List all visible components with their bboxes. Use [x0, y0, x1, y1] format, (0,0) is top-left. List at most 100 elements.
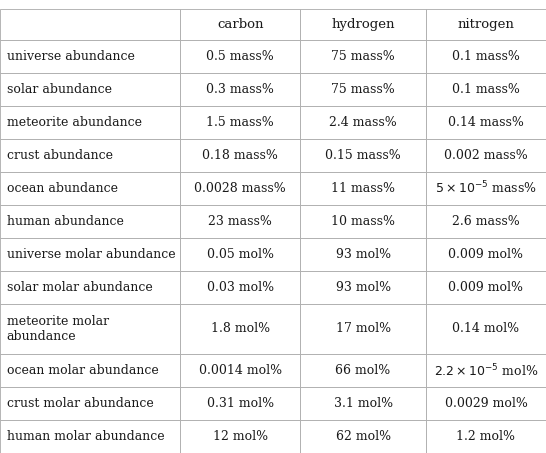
Text: 2.6 mass%: 2.6 mass%	[452, 215, 520, 228]
Bar	[180, 271, 300, 304]
Text: meteorite molar
abundance: meteorite molar abundance	[7, 315, 109, 343]
Bar	[180, 420, 300, 453]
Text: 0.31 mol%: 0.31 mol%	[207, 397, 274, 410]
Bar	[426, 9, 546, 40]
Text: 1.5 mass%: 1.5 mass%	[206, 116, 274, 129]
Bar	[426, 106, 546, 139]
Bar	[426, 354, 546, 387]
Text: universe abundance: universe abundance	[7, 50, 134, 63]
Bar	[300, 420, 426, 453]
Bar	[180, 387, 300, 420]
Bar	[300, 354, 426, 387]
Bar	[0, 420, 180, 453]
Bar	[300, 304, 426, 354]
Bar	[180, 73, 300, 106]
Text: crust abundance: crust abundance	[7, 149, 112, 162]
Bar	[0, 139, 180, 172]
Text: 75 mass%: 75 mass%	[331, 50, 395, 63]
Bar	[426, 139, 546, 172]
Text: 12 mol%: 12 mol%	[213, 430, 268, 443]
Bar	[0, 40, 180, 73]
Text: 0.002 mass%: 0.002 mass%	[444, 149, 528, 162]
Bar	[300, 9, 426, 40]
Bar	[426, 40, 546, 73]
Text: 17 mol%: 17 mol%	[336, 323, 390, 336]
Bar	[0, 9, 180, 40]
Text: hydrogen: hydrogen	[331, 18, 395, 31]
Bar	[180, 172, 300, 205]
Text: 0.15 mass%: 0.15 mass%	[325, 149, 401, 162]
Text: 0.0014 mol%: 0.0014 mol%	[199, 364, 282, 377]
Bar	[300, 73, 426, 106]
Text: 0.0029 mol%: 0.0029 mol%	[444, 397, 527, 410]
Bar	[180, 304, 300, 354]
Bar	[300, 106, 426, 139]
Text: human molar abundance: human molar abundance	[7, 430, 164, 443]
Text: 75 mass%: 75 mass%	[331, 83, 395, 96]
Bar	[300, 205, 426, 238]
Bar	[0, 354, 180, 387]
Bar	[0, 106, 180, 139]
Text: nitrogen: nitrogen	[458, 18, 514, 31]
Text: carbon: carbon	[217, 18, 264, 31]
Bar	[426, 238, 546, 271]
Text: 0.009 mol%: 0.009 mol%	[448, 248, 524, 261]
Text: meteorite abundance: meteorite abundance	[7, 116, 141, 129]
Text: 0.18 mass%: 0.18 mass%	[203, 149, 278, 162]
Bar	[180, 238, 300, 271]
Bar	[426, 73, 546, 106]
Bar	[300, 238, 426, 271]
Bar	[180, 205, 300, 238]
Text: 66 mol%: 66 mol%	[335, 364, 391, 377]
Bar	[180, 106, 300, 139]
Bar	[0, 73, 180, 106]
Text: 1.2 mol%: 1.2 mol%	[456, 430, 515, 443]
Text: 0.009 mol%: 0.009 mol%	[448, 281, 524, 294]
Text: 0.0028 mass%: 0.0028 mass%	[194, 182, 286, 195]
Bar	[426, 304, 546, 354]
Text: solar abundance: solar abundance	[7, 83, 111, 96]
Text: ocean abundance: ocean abundance	[7, 182, 117, 195]
Bar	[0, 271, 180, 304]
Bar	[180, 40, 300, 73]
Bar	[300, 387, 426, 420]
Bar	[0, 387, 180, 420]
Bar	[300, 139, 426, 172]
Text: 10 mass%: 10 mass%	[331, 215, 395, 228]
Bar	[426, 172, 546, 205]
Text: $5\times10^{-5}$ mass%: $5\times10^{-5}$ mass%	[435, 180, 537, 197]
Text: 0.3 mass%: 0.3 mass%	[206, 83, 274, 96]
Text: 0.14 mol%: 0.14 mol%	[453, 323, 519, 336]
Bar	[180, 139, 300, 172]
Bar	[426, 387, 546, 420]
Bar	[300, 172, 426, 205]
Text: 0.1 mass%: 0.1 mass%	[452, 50, 520, 63]
Text: 0.1 mass%: 0.1 mass%	[452, 83, 520, 96]
Text: human abundance: human abundance	[7, 215, 123, 228]
Bar	[300, 40, 426, 73]
Bar	[0, 205, 180, 238]
Text: 0.14 mass%: 0.14 mass%	[448, 116, 524, 129]
Bar	[300, 271, 426, 304]
Text: universe molar abundance: universe molar abundance	[7, 248, 175, 261]
Text: 0.05 mol%: 0.05 mol%	[207, 248, 274, 261]
Text: 11 mass%: 11 mass%	[331, 182, 395, 195]
Text: solar molar abundance: solar molar abundance	[7, 281, 152, 294]
Bar	[426, 420, 546, 453]
Text: 93 mol%: 93 mol%	[336, 281, 390, 294]
Text: 2.4 mass%: 2.4 mass%	[329, 116, 397, 129]
Text: ocean molar abundance: ocean molar abundance	[7, 364, 158, 377]
Bar	[180, 9, 300, 40]
Text: 62 mol%: 62 mol%	[336, 430, 390, 443]
Text: 3.1 mol%: 3.1 mol%	[334, 397, 393, 410]
Text: 0.5 mass%: 0.5 mass%	[206, 50, 274, 63]
Text: crust molar abundance: crust molar abundance	[7, 397, 153, 410]
Bar	[0, 172, 180, 205]
Bar	[0, 304, 180, 354]
Text: 0.03 mol%: 0.03 mol%	[207, 281, 274, 294]
Text: 1.8 mol%: 1.8 mol%	[211, 323, 270, 336]
Bar	[426, 271, 546, 304]
Text: 93 mol%: 93 mol%	[336, 248, 390, 261]
Bar	[426, 205, 546, 238]
Text: 23 mass%: 23 mass%	[209, 215, 272, 228]
